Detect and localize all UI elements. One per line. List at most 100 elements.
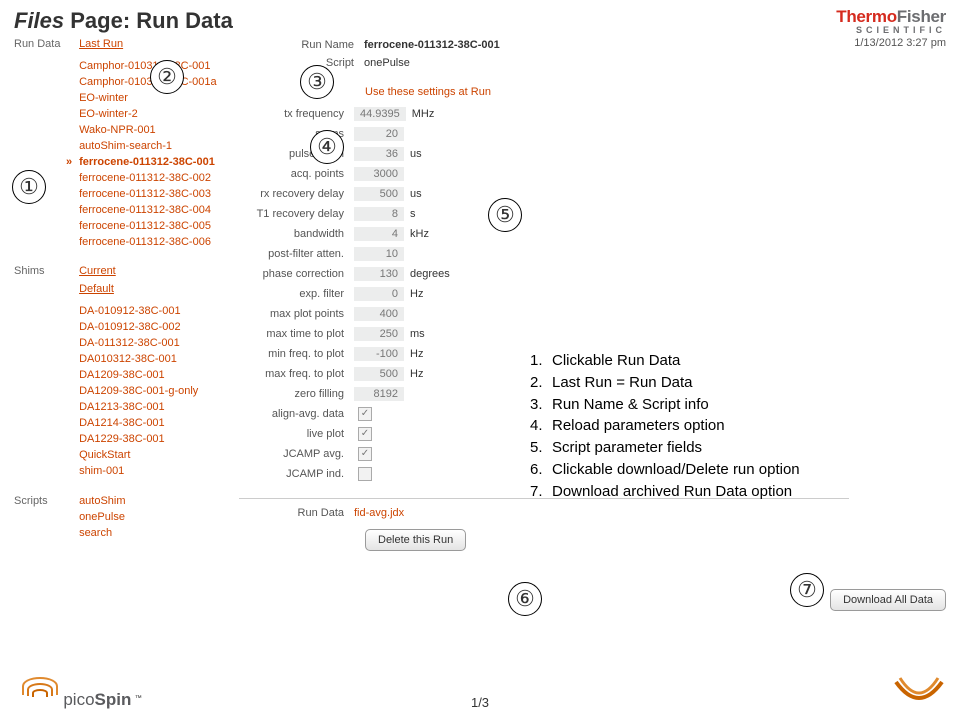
param-value: 8 — [354, 207, 404, 221]
sidebar-section-shims: Shims Current Default DA-010912-38C-001D… — [14, 264, 239, 479]
run-item[interactable]: EO-winter — [79, 91, 229, 107]
run-item[interactable]: ferrocene-011312-38C-005 — [79, 219, 229, 235]
param-row: bandwidth4kHz — [239, 224, 946, 244]
checkbox[interactable] — [358, 467, 372, 481]
annotation-1: ① — [12, 170, 46, 204]
legend-row: 5.Script parameter fields — [530, 437, 800, 459]
param-value: 250 — [354, 327, 404, 341]
param-label: max plot points — [239, 308, 354, 320]
param-row: max plot points400 — [239, 304, 946, 324]
run-data-file-label: Run Data — [239, 507, 354, 519]
run-name-value: ferrocene-011312-38C-001 — [364, 37, 500, 55]
annotation-6: ⑥ — [508, 582, 542, 616]
sidebar-section-rundata: Run Data Last Run Camphor-010312-38C-001… — [14, 37, 239, 250]
run-meta: Run Name Script ferrocene-011312-38C-001… — [239, 37, 946, 72]
param-label: tx frequency — [239, 108, 354, 120]
legend-row: 2.Last Run = Run Data — [530, 372, 800, 394]
run-data-file-row: Run Data fid-avg.jdx — [239, 507, 946, 519]
param-row: pulse width36us — [239, 144, 946, 164]
param-row: scans20 — [239, 124, 946, 144]
shims-current-link[interactable]: Current — [79, 264, 229, 280]
shim-item[interactable]: DA1214-38C-001 — [79, 416, 229, 432]
last-run-link[interactable]: Last Run — [79, 37, 229, 53]
run-name-label: Run Name — [239, 37, 354, 55]
download-all-button[interactable]: Download All Data — [830, 589, 946, 611]
param-label: post-filter atten. — [239, 248, 354, 260]
script-item[interactable]: search — [79, 526, 229, 542]
shim-item[interactable]: DA010312-38C-001 — [79, 352, 229, 368]
shim-item[interactable]: DA-011312-38C-001 — [79, 336, 229, 352]
param-label: max freq. to plot — [239, 368, 354, 380]
corner-swish-icon — [892, 674, 946, 714]
sidebar-section-scripts: Scripts autoShimonePulsesearch — [14, 494, 239, 542]
param-label: rx recovery delay — [239, 188, 354, 200]
shim-item[interactable]: DA-010912-38C-002 — [79, 320, 229, 336]
shim-item[interactable]: DA1209-38C-001 — [79, 368, 229, 384]
run-item[interactable]: EO-winter-2 — [79, 107, 229, 123]
brand-logo: ThermoFisher SCIENTIFIC — [836, 8, 946, 35]
run-item[interactable]: ferrocene-011312-38C-001 — [79, 155, 229, 171]
param-value: 10 — [354, 247, 404, 261]
run-item[interactable]: autoShim-search-1 — [79, 139, 229, 155]
annotation-2: ② — [150, 60, 184, 94]
shim-item[interactable]: QuickStart — [79, 448, 229, 464]
swirl-icon — [20, 677, 60, 705]
run-item[interactable]: ferrocene-011312-38C-004 — [79, 203, 229, 219]
sidebar: Run Data Last Run Camphor-010312-38C-001… — [14, 37, 239, 555]
script-item[interactable]: onePulse — [79, 510, 229, 526]
param-row: phase correction130degrees — [239, 264, 946, 284]
annotation-4: ④ — [310, 130, 344, 164]
legend-row: 3.Run Name & Script info — [530, 394, 800, 416]
sidebar-label-shims: Shims — [14, 264, 76, 280]
param-value: 3000 — [354, 167, 404, 181]
param-label: acq. points — [239, 168, 354, 180]
param-label: min freq. to plot — [239, 348, 354, 360]
param-value: 130 — [354, 267, 404, 281]
param-value: 500 — [354, 367, 404, 381]
shim-item[interactable]: DA1209-38C-001-g-only — [79, 384, 229, 400]
legend-row: 6.Clickable download/Delete run option — [530, 459, 800, 481]
run-item[interactable]: ferrocene-011312-38C-003 — [79, 187, 229, 203]
param-unit: degrees — [404, 268, 450, 280]
legend-row: 1.Clickable Run Data — [530, 350, 800, 372]
run-item[interactable]: ferrocene-011312-38C-006 — [79, 235, 229, 251]
reload-settings-link[interactable]: Use these settings at Run — [365, 86, 946, 98]
check-label: live plot — [239, 428, 354, 440]
param-label: exp. filter — [239, 288, 354, 300]
page-title-rest: Page: Run Data — [64, 8, 233, 33]
param-value: 400 — [354, 307, 404, 321]
shim-item[interactable]: DA1213-38C-001 — [79, 400, 229, 416]
checkbox[interactable]: ✓ — [358, 427, 372, 441]
param-value: 0 — [354, 287, 404, 301]
script-item[interactable]: autoShim — [79, 494, 229, 510]
timestamp: 1/13/2012 3:27 pm — [854, 37, 946, 49]
param-row: exp. filter0Hz — [239, 284, 946, 304]
param-value: 36 — [354, 147, 404, 161]
checkbox[interactable]: ✓ — [358, 447, 372, 461]
run-data-file-link[interactable]: fid-avg.jdx — [354, 507, 404, 519]
annotation-7: ⑦ — [790, 573, 824, 607]
check-label: JCAMP ind. — [239, 468, 354, 480]
param-row: acq. points3000 — [239, 164, 946, 184]
legend-row: 4.Reload parameters option — [530, 415, 800, 437]
param-value: -100 — [354, 347, 404, 361]
shim-item[interactable]: DA1229-38C-001 — [79, 432, 229, 448]
checkbox[interactable]: ✓ — [358, 407, 372, 421]
script-label: Script — [239, 55, 354, 73]
param-unit: us — [404, 148, 422, 160]
delete-run-button[interactable]: Delete this Run — [365, 529, 466, 551]
run-item[interactable]: Wako-NPR-001 — [79, 123, 229, 139]
param-label: phase correction — [239, 268, 354, 280]
run-item[interactable]: ferrocene-011312-38C-002 — [79, 171, 229, 187]
shim-item[interactable]: DA-010912-38C-001 — [79, 304, 229, 320]
param-unit: ms — [404, 328, 425, 340]
param-row: T1 recovery delay8s — [239, 204, 946, 224]
param-unit: s — [404, 208, 416, 220]
param-label: zero filling — [239, 388, 354, 400]
shim-item[interactable]: shim-001 — [79, 464, 229, 480]
shims-default-link[interactable]: Default — [79, 282, 229, 298]
legend-row: 7.Download archived Run Data option — [530, 481, 800, 503]
page-title-italic: Files — [14, 8, 64, 33]
param-label: bandwidth — [239, 228, 354, 240]
annotation-3: ③ — [300, 65, 334, 99]
